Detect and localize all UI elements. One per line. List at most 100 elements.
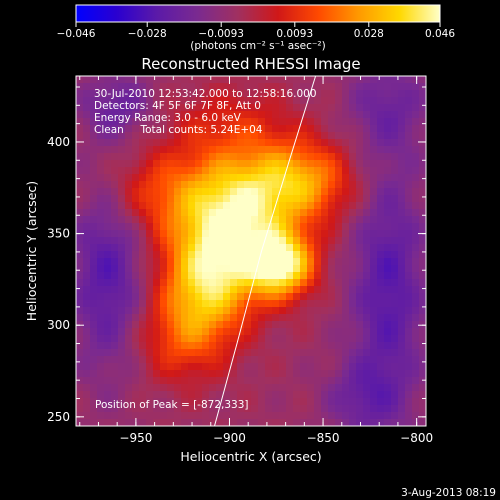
heatmap-cell: [265, 314, 273, 322]
heatmap-cell: [377, 251, 385, 259]
heatmap-cell: [181, 370, 189, 378]
heatmap-cell: [174, 216, 182, 224]
heatmap-cell: [160, 377, 168, 385]
heatmap-cell: [230, 286, 238, 294]
heatmap-cell: [293, 146, 301, 154]
heatmap-cell: [412, 188, 420, 196]
heatmap-cell: [153, 132, 161, 140]
heatmap-cell: [132, 139, 140, 147]
heatmap-cell: [356, 258, 364, 266]
heatmap-cell: [286, 209, 294, 217]
heatmap-cell: [76, 370, 84, 378]
heatmap-cell: [272, 223, 280, 231]
heatmap-cell: [153, 97, 161, 105]
heatmap-cell: [230, 293, 238, 301]
heatmap-cell: [237, 132, 245, 140]
heatmap-cell: [349, 244, 357, 252]
heatmap-cell: [300, 251, 308, 259]
heatmap-cell: [335, 104, 343, 112]
heatmap-cell: [286, 244, 294, 252]
heatmap-cell: [398, 405, 406, 413]
heatmap-cell: [349, 328, 357, 336]
heatmap-cell: [419, 419, 426, 426]
heatmap-cell: [132, 349, 140, 357]
heatmap-cell: [258, 419, 266, 426]
heatmap-cell: [405, 76, 413, 84]
heatmap-cell: [293, 125, 301, 133]
heatmap-cell: [181, 83, 189, 91]
heatmap-cell: [237, 300, 245, 308]
heatmap-cell: [132, 272, 140, 280]
heatmap-cell: [90, 90, 98, 98]
heatmap-cell: [293, 272, 301, 280]
heatmap-cell: [97, 223, 105, 231]
heatmap-cell: [153, 377, 161, 385]
heatmap-cell: [146, 384, 154, 392]
heatmap-cell: [279, 125, 287, 133]
heatmap-cell: [167, 139, 175, 147]
heatmap-cell: [293, 279, 301, 287]
heatmap-cell: [118, 202, 126, 210]
heatmap-cell: [258, 307, 266, 315]
heatmap-cell: [412, 153, 420, 161]
heatmap-cell: [188, 391, 196, 399]
heatmap-cell: [412, 300, 420, 308]
heatmap-cell: [363, 405, 371, 413]
heatmap-cell: [146, 377, 154, 385]
heatmap-cell: [363, 167, 371, 175]
heatmap-cell: [209, 412, 217, 420]
heatmap-cell: [363, 356, 371, 364]
heatmap-cell: [237, 349, 245, 357]
plot-frame: [75, 75, 427, 427]
heatmap-cell: [153, 244, 161, 252]
heatmap-cell: [223, 230, 231, 238]
heatmap-cell: [125, 307, 133, 315]
heatmap-cell: [349, 160, 357, 168]
heatmap-cell: [272, 251, 280, 259]
heatmap-cell: [111, 76, 119, 84]
heatmap-cell: [349, 237, 357, 245]
heatmap-cell: [356, 216, 364, 224]
heatmap-cell: [90, 356, 98, 364]
heatmap-cell: [160, 90, 168, 98]
heatmap-cell: [118, 307, 126, 315]
heatmap-cell: [272, 300, 280, 308]
heatmap-cell: [307, 377, 315, 385]
heatmap-cell: [328, 132, 336, 140]
heatmap-cell: [90, 314, 98, 322]
heatmap-cell: [244, 286, 252, 294]
heatmap-cell: [321, 244, 329, 252]
heatmap-cell: [293, 370, 301, 378]
heatmap-cell: [76, 139, 84, 147]
heatmap-cell: [188, 181, 196, 189]
heatmap-cell: [188, 104, 196, 112]
heatmap-cell: [153, 405, 161, 413]
heatmap-cell: [251, 405, 259, 413]
heatmap-cell: [321, 363, 329, 371]
heatmap-cell: [321, 412, 329, 420]
heatmap-cell: [104, 349, 112, 357]
heatmap-cell: [160, 363, 168, 371]
heatmap-cell: [412, 104, 420, 112]
heatmap-cell: [286, 321, 294, 329]
heatmap-cell: [279, 258, 287, 266]
heatmap-cell: [279, 146, 287, 154]
heatmap-cell: [90, 118, 98, 126]
heatmap-cell: [300, 118, 308, 126]
heatmap-cell: [419, 202, 426, 210]
heatmap-cell: [391, 363, 399, 371]
heatmap-cell: [321, 405, 329, 413]
heatmap-cell: [146, 258, 154, 266]
heatmap-cell: [216, 300, 224, 308]
heatmap-cell: [377, 132, 385, 140]
heatmap-cell: [209, 216, 217, 224]
heatmap-cell: [167, 97, 175, 105]
heatmap-cell: [125, 104, 133, 112]
heatmap-cell: [419, 160, 426, 168]
heatmap-cell: [391, 279, 399, 287]
heatmap-cell: [139, 384, 147, 392]
heatmap-cell: [335, 160, 343, 168]
heatmap-cell: [314, 293, 322, 301]
heatmap-cell: [293, 300, 301, 308]
heatmap-cell: [251, 139, 259, 147]
